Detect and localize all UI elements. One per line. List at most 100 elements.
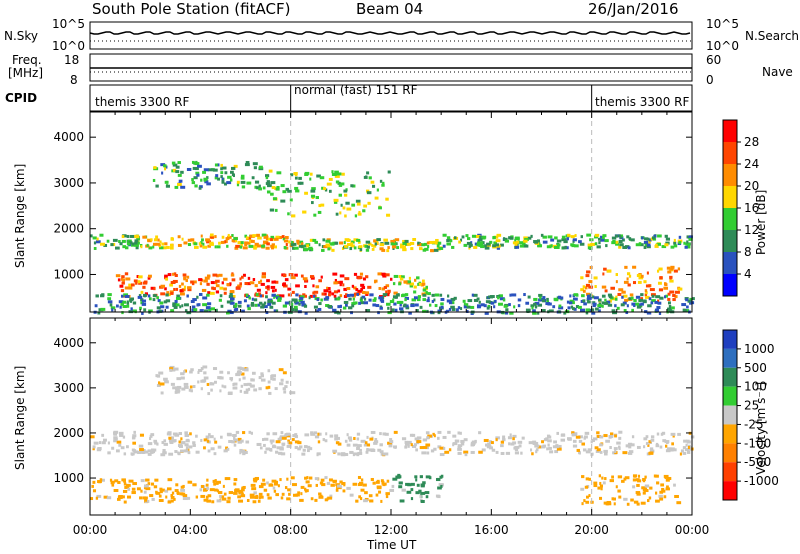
power-ylabel: Slant Range [km] bbox=[13, 163, 27, 268]
range-gate-cell bbox=[235, 286, 240, 290]
range-gate-cell bbox=[165, 495, 168, 499]
range-gate-cell bbox=[404, 293, 409, 297]
range-gate-cell bbox=[137, 451, 141, 455]
range-gate-cell bbox=[277, 298, 282, 302]
range-gate-cell bbox=[643, 445, 646, 449]
range-gate-cell bbox=[476, 243, 480, 247]
range-gate-cell bbox=[683, 439, 688, 443]
range-gate-cell bbox=[532, 440, 537, 444]
range-gate-cell bbox=[317, 432, 320, 436]
range-gate-cell bbox=[185, 279, 188, 283]
range-gate-cell bbox=[640, 501, 646, 505]
range-gate-cell bbox=[228, 391, 233, 395]
range-gate-cell bbox=[260, 482, 266, 486]
nave-tick-high: 60 bbox=[706, 53, 722, 67]
range-gate-cell bbox=[127, 487, 131, 491]
range-gate-cell bbox=[422, 288, 427, 292]
range-gate-cell bbox=[655, 499, 660, 503]
range-gate-cell bbox=[664, 295, 667, 299]
range-gate-cell bbox=[337, 452, 341, 456]
range-gate-cell bbox=[293, 298, 298, 302]
range-gate-cell bbox=[160, 163, 166, 167]
range-gate-cell bbox=[440, 305, 444, 309]
range-gate-cell bbox=[265, 295, 268, 299]
range-gate-cell bbox=[250, 384, 255, 388]
range-gate-cell bbox=[266, 287, 270, 291]
range-gate-cell bbox=[253, 166, 257, 170]
range-gate-cell bbox=[334, 297, 339, 301]
range-gate-cell bbox=[183, 241, 188, 245]
range-gate-cell bbox=[586, 270, 591, 274]
range-gate-cell bbox=[290, 240, 294, 244]
range-gate-cell bbox=[136, 275, 140, 279]
range-gate-cell bbox=[502, 438, 506, 442]
range-gate-cell bbox=[122, 278, 126, 282]
range-gate-cell bbox=[377, 448, 382, 452]
range-gate-cell bbox=[618, 234, 621, 238]
range-gate-cell bbox=[333, 198, 339, 202]
range-gate-cell bbox=[389, 438, 393, 442]
range-gate-cell bbox=[246, 304, 250, 308]
range-gate-cell bbox=[184, 433, 190, 437]
range-gate-cell bbox=[355, 199, 361, 203]
range-gate-cell bbox=[592, 304, 596, 308]
range-gate-cell bbox=[643, 489, 649, 493]
range-gate-cell bbox=[143, 448, 146, 452]
range-gate-cell bbox=[211, 500, 215, 504]
range-gate-cell bbox=[247, 307, 251, 311]
range-gate-cell bbox=[246, 498, 250, 502]
range-gate-cell bbox=[578, 435, 583, 439]
range-gate-cell bbox=[642, 479, 646, 483]
range-gate-cell bbox=[498, 294, 503, 298]
range-gate-cell bbox=[661, 489, 666, 493]
range-gate-cell bbox=[235, 430, 240, 434]
range-gate-cell bbox=[598, 241, 601, 245]
range-gate-cell bbox=[221, 497, 227, 501]
range-gate-cell bbox=[637, 280, 642, 284]
range-gate-cell bbox=[237, 440, 242, 444]
range-gate-cell bbox=[343, 294, 348, 298]
range-gate-cell bbox=[385, 495, 389, 499]
range-gate-cell bbox=[233, 164, 238, 168]
range-gate-cell bbox=[226, 477, 231, 481]
range-gate-cell bbox=[609, 445, 612, 449]
range-gate-cell bbox=[160, 453, 166, 457]
range-gate-cell bbox=[110, 306, 116, 310]
range-gate-cell bbox=[362, 483, 367, 487]
range-gate-cell bbox=[646, 243, 651, 247]
range-gate-cell bbox=[318, 279, 322, 283]
range-gate-cell bbox=[97, 311, 101, 315]
range-gate-cell bbox=[265, 285, 268, 289]
range-gate-cell bbox=[588, 280, 593, 284]
range-gate-cell bbox=[103, 438, 107, 442]
range-gate-cell bbox=[618, 240, 623, 244]
range-gate-cell bbox=[265, 176, 269, 180]
range-gate-cell bbox=[658, 288, 664, 292]
range-gate-cell bbox=[125, 277, 131, 281]
range-gate-cell bbox=[470, 450, 475, 454]
range-gate-cell bbox=[270, 374, 274, 378]
range-gate-cell bbox=[281, 492, 285, 496]
range-gate-cell bbox=[588, 494, 591, 498]
range-gate-cell bbox=[407, 440, 412, 444]
range-gate-cell bbox=[410, 488, 414, 492]
range-gate-cell bbox=[174, 299, 178, 303]
range-gate-cell bbox=[262, 438, 265, 442]
range-gate-cell bbox=[114, 479, 119, 483]
range-gate-cell bbox=[308, 296, 311, 300]
range-gate-cell bbox=[374, 242, 378, 246]
range-gate-cell bbox=[112, 431, 117, 435]
range-gate-cell bbox=[169, 290, 174, 294]
range-gate-cell bbox=[300, 274, 304, 278]
range-gate-cell bbox=[304, 489, 309, 493]
range-gate-cell bbox=[356, 447, 360, 451]
colorbar-segment bbox=[723, 274, 737, 296]
range-gate-cell bbox=[651, 294, 655, 298]
range-gate-cell bbox=[618, 436, 622, 440]
range-gate-cell bbox=[111, 446, 115, 450]
range-gate-cell bbox=[373, 297, 377, 301]
range-gate-cell bbox=[662, 439, 667, 443]
range-gate-cell bbox=[280, 446, 284, 450]
range-gate-cell bbox=[602, 236, 605, 240]
range-gate-cell bbox=[621, 290, 626, 294]
